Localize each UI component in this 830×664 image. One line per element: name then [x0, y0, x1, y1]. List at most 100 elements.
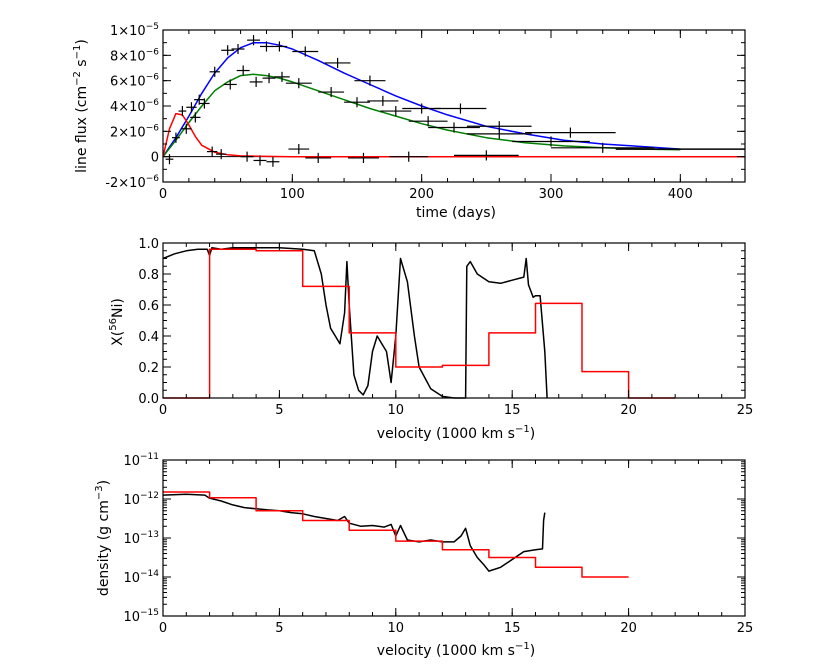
ni56-panel: 0 5 10 15 20 25 0.0 0.2 0.4 0.6 0.8 1.0 velocity (1… [108, 237, 753, 442]
x-tick-label: 15 [504, 621, 521, 636]
step-series-line [163, 491, 629, 578]
data-point [209, 66, 220, 77]
ni56-ylabel: X(56Ni) [108, 298, 126, 346]
y-tick-label: 0.2 [138, 361, 159, 376]
data-point [428, 122, 480, 133]
y-tick-label: 4×10−6 [110, 98, 159, 115]
ni56-axes-frame [162, 242, 746, 399]
density-axes: 0 5 10 15 20 25 10−11 10−12 10−13 10−14 10−15 [123, 452, 753, 636]
data-point [231, 43, 245, 55]
flux-panel: 0 100 200 300 400 1×10−5 8×10−6 6×10−6 4×10−6 2×1… [72, 22, 746, 221]
data-point [292, 46, 319, 57]
step-series-line [163, 248, 676, 399]
series-line [162, 112, 745, 158]
series-line [162, 493, 546, 572]
data-point [206, 146, 218, 157]
x-tick-label: 10 [388, 621, 405, 636]
data-point [288, 144, 310, 155]
data-point [344, 97, 370, 108]
y-tick-label: 10−11 [123, 452, 159, 469]
series-line [162, 73, 681, 158]
flux-axes: 0 100 200 300 400 1×10−5 8×10−6 6×10−6 4×10−6 2×1… [105, 22, 745, 202]
y-tick-label: 1.0 [138, 237, 159, 252]
data-point [186, 102, 197, 113]
data-point [551, 142, 655, 153]
data-point [172, 132, 180, 143]
data-point [181, 123, 192, 134]
y-tick-label: 10−12 [123, 491, 159, 508]
density-panel: 0 5 10 15 20 25 10−11 10−12 10−13 10−14 10−15 velo… [94, 452, 753, 659]
data-point [512, 136, 590, 147]
x-tick-label: 0 [159, 621, 167, 636]
x-tick-label: 20 [620, 403, 637, 418]
y-tick-label: 10−13 [123, 530, 159, 547]
data-point [271, 41, 288, 52]
flux-plot-area [162, 35, 745, 167]
y-tick-label: 0.8 [138, 268, 159, 283]
density-plot-area [162, 491, 629, 578]
data-point [199, 98, 210, 109]
x-tick-label: 5 [275, 403, 283, 418]
y-tick-label: 2×10−6 [110, 123, 159, 140]
ni56-axes: 0 5 10 15 20 25 0.0 0.2 0.4 0.6 0.8 1.0 [138, 237, 753, 418]
data-point [285, 78, 312, 89]
data-point [253, 155, 267, 166]
data-point [434, 103, 487, 114]
y-tick-label: 0.6 [138, 299, 159, 314]
data-point [178, 106, 187, 117]
data-point [354, 75, 386, 86]
ni56-xlabel: velocity (1000 km s−1) [377, 424, 535, 442]
x-tick-label: 0 [159, 403, 167, 418]
flux-ylabel: line flux (cm−2 s−1) [72, 39, 90, 173]
data-point [408, 116, 448, 127]
data-point [190, 112, 201, 123]
y-tick-label: 8×10−6 [110, 47, 159, 64]
data-point [525, 127, 616, 138]
data-point [367, 95, 399, 106]
density-xlabel: velocity (1000 km s−1) [377, 641, 535, 659]
data-point [318, 87, 345, 98]
flux-xlabel: time (days) [416, 205, 496, 221]
y-tick-label: 10−14 [123, 569, 159, 586]
x-tick-label: 100 [280, 187, 305, 202]
series-line [162, 41, 681, 158]
density-axes-frame [162, 459, 746, 617]
data-point [389, 151, 429, 162]
x-tick-label: 5 [275, 621, 283, 636]
data-point [249, 76, 263, 87]
data-point [454, 150, 519, 161]
data-point [262, 73, 276, 84]
data-point [347, 152, 379, 163]
data-point [380, 106, 412, 117]
data-point [466, 128, 532, 139]
data-point [266, 156, 280, 167]
x-tick-label: 200 [409, 187, 434, 202]
ni56-plot-area [162, 246, 676, 399]
y-tick-label: 1×10−5 [110, 22, 159, 39]
x-tick-label: 300 [539, 187, 564, 202]
y-tick-label: 6×10−6 [110, 73, 159, 90]
series-line [162, 246, 548, 399]
data-point [240, 151, 254, 162]
x-tick-label: 10 [388, 403, 405, 418]
data-point [260, 41, 273, 52]
data-point [274, 71, 290, 82]
flux-axes-frame [162, 29, 746, 183]
data-point [247, 35, 260, 46]
data-point [216, 149, 227, 160]
y-tick-label: 0.4 [138, 330, 159, 345]
x-tick-label: 25 [737, 621, 754, 636]
x-tick-label: 25 [737, 403, 754, 418]
data-point [236, 65, 250, 76]
data-point [305, 152, 332, 163]
density-ylabel: density (g cm−3) [94, 480, 112, 596]
data-point [223, 79, 237, 90]
x-tick-label: 20 [620, 621, 637, 636]
y-tick-label: 0 [151, 151, 159, 166]
x-tick-label: 0 [159, 187, 167, 202]
data-point [221, 45, 235, 56]
x-tick-label: 15 [504, 403, 521, 418]
data-point [324, 57, 351, 68]
x-tick-label: 400 [668, 187, 693, 202]
